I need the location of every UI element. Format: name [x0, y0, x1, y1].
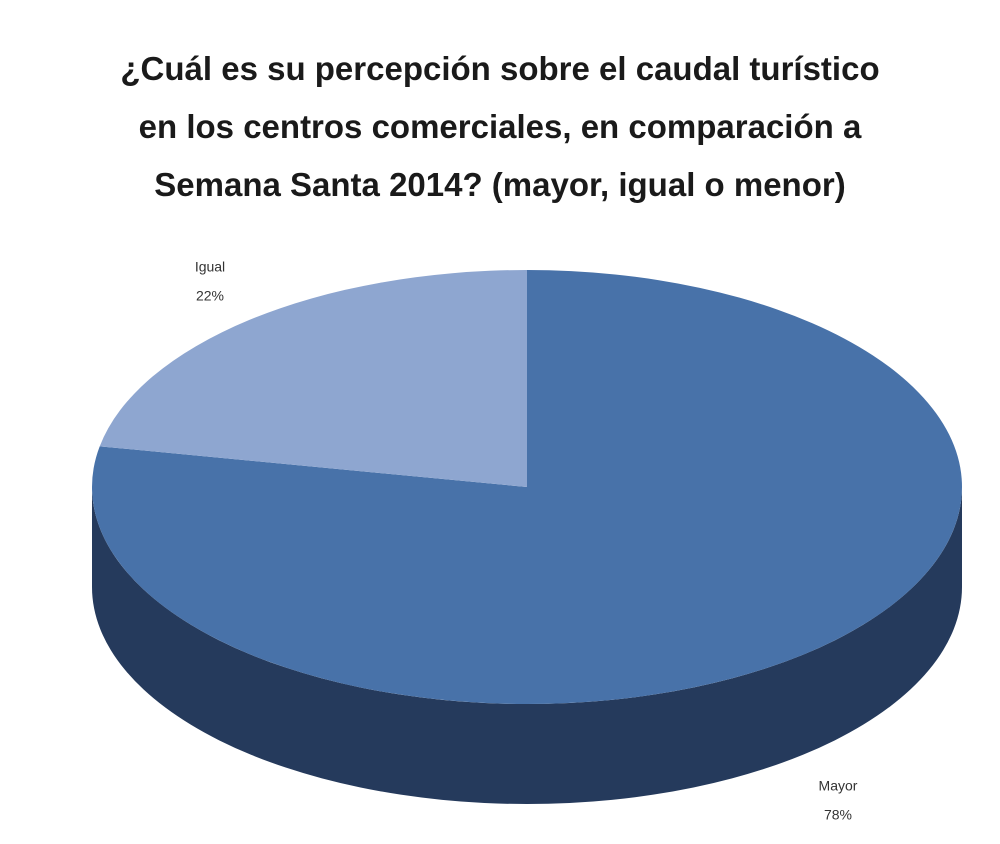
slice-label: Igual: [195, 259, 225, 275]
pie-slice: [91, 270, 962, 704]
slice-label: Mayor: [819, 778, 858, 794]
pie-slice: [99, 270, 527, 487]
slice-value-label: 22%: [196, 288, 224, 304]
pie-side: [92, 487, 962, 804]
chart-title: ¿Cuál es su percepción sobre el caudal t…: [120, 50, 880, 203]
slice-value-label: 78%: [824, 807, 852, 823]
